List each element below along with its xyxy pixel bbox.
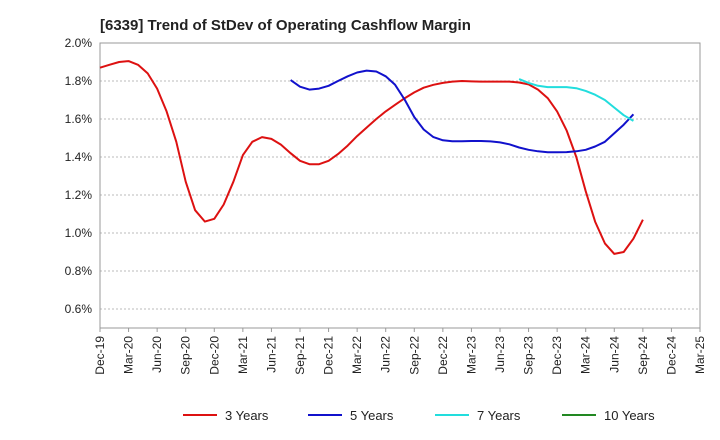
x-tick-label: Jun-21 <box>264 336 278 373</box>
x-tick-label: Dec-19 <box>93 336 107 375</box>
series-line-5-years <box>290 69 635 154</box>
x-tick-label: Mar-23 <box>464 336 478 374</box>
x-tick-label: Jun-23 <box>493 336 507 373</box>
legend-label: 10 Years <box>604 408 655 423</box>
legend-label: 5 Years <box>350 408 394 423</box>
y-tick-label: 2.0% <box>65 36 93 50</box>
y-tick-label: 1.8% <box>65 74 93 88</box>
x-tick-label: Sep-20 <box>179 336 193 375</box>
x-tick-label: Sep-21 <box>293 336 307 375</box>
y-axis-ticks: 0.6% 0.8% 1.0% 1.2% 1.4% 1.6% 1.8% 2.0% <box>65 36 93 316</box>
x-tick-label: Mar-22 <box>350 336 364 374</box>
x-tick-label: Mar-25 <box>693 336 707 374</box>
y-tick-label: 1.4% <box>65 150 93 164</box>
x-tick-label: Sep-22 <box>407 336 421 375</box>
x-tick-label: Dec-24 <box>664 336 678 375</box>
x-tick-label: Jun-22 <box>379 336 393 373</box>
x-axis-ticks: Dec-19 Mar-20 Jun-20 Sep-20 Dec-20 Mar-21 Jun-… <box>93 328 707 375</box>
x-tick-label: Sep-24 <box>636 336 650 375</box>
legend-item: 5 Years <box>308 408 394 423</box>
x-tick-label: Dec-23 <box>550 336 564 375</box>
grid <box>100 42 700 310</box>
y-tick-label: 1.0% <box>65 226 93 240</box>
legend-label: 7 Years <box>477 408 521 423</box>
legend-item: 7 Years <box>435 408 521 423</box>
x-tick-label: Dec-20 <box>207 336 221 375</box>
series-line-7-years <box>518 78 634 122</box>
legend: 3 Years 5 Years 7 Years 10 Years <box>183 408 655 423</box>
legend-item: 3 Years <box>183 408 269 423</box>
x-tick-label: Mar-21 <box>236 336 250 374</box>
legend-label: 3 Years <box>225 408 269 423</box>
x-tick-label: Dec-22 <box>436 336 450 375</box>
series-line-3-years <box>99 60 644 255</box>
y-tick-label: 0.8% <box>65 264 93 278</box>
legend-item: 10 Years <box>562 408 655 423</box>
series-layer <box>99 60 644 255</box>
chart-title: [6339] Trend of StDev of Operating Cashf… <box>100 17 471 34</box>
x-tick-label: Jun-24 <box>607 336 621 373</box>
y-tick-label: 0.6% <box>65 302 93 316</box>
x-tick-label: Mar-20 <box>122 336 136 374</box>
x-tick-label: Dec-21 <box>322 336 336 375</box>
x-tick-label: Mar-24 <box>579 336 593 374</box>
y-tick-label: 1.6% <box>65 112 93 126</box>
plot-area <box>99 42 701 329</box>
y-tick-label: 1.2% <box>65 188 93 202</box>
x-tick-label: Jun-20 <box>150 336 164 373</box>
x-tick-label: Sep-23 <box>522 336 536 375</box>
